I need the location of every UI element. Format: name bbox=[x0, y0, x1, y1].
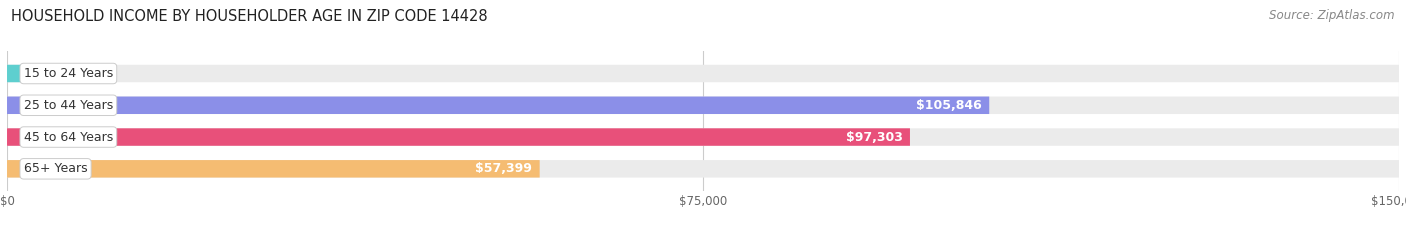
Text: HOUSEHOLD INCOME BY HOUSEHOLDER AGE IN ZIP CODE 14428: HOUSEHOLD INCOME BY HOUSEHOLDER AGE IN Z… bbox=[11, 9, 488, 24]
Text: Source: ZipAtlas.com: Source: ZipAtlas.com bbox=[1270, 9, 1395, 22]
FancyBboxPatch shape bbox=[7, 96, 990, 114]
FancyBboxPatch shape bbox=[7, 65, 53, 82]
Text: 45 to 64 Years: 45 to 64 Years bbox=[24, 130, 112, 144]
Text: 25 to 44 Years: 25 to 44 Years bbox=[24, 99, 112, 112]
FancyBboxPatch shape bbox=[7, 96, 1399, 114]
FancyBboxPatch shape bbox=[7, 128, 910, 146]
Text: 15 to 24 Years: 15 to 24 Years bbox=[24, 67, 112, 80]
Text: 65+ Years: 65+ Years bbox=[24, 162, 87, 175]
Text: $105,846: $105,846 bbox=[917, 99, 981, 112]
Text: $0: $0 bbox=[67, 67, 83, 80]
Text: $57,399: $57,399 bbox=[475, 162, 533, 175]
FancyBboxPatch shape bbox=[7, 160, 540, 178]
FancyBboxPatch shape bbox=[7, 160, 1399, 178]
Text: $97,303: $97,303 bbox=[845, 130, 903, 144]
FancyBboxPatch shape bbox=[7, 128, 1399, 146]
FancyBboxPatch shape bbox=[7, 65, 1399, 82]
